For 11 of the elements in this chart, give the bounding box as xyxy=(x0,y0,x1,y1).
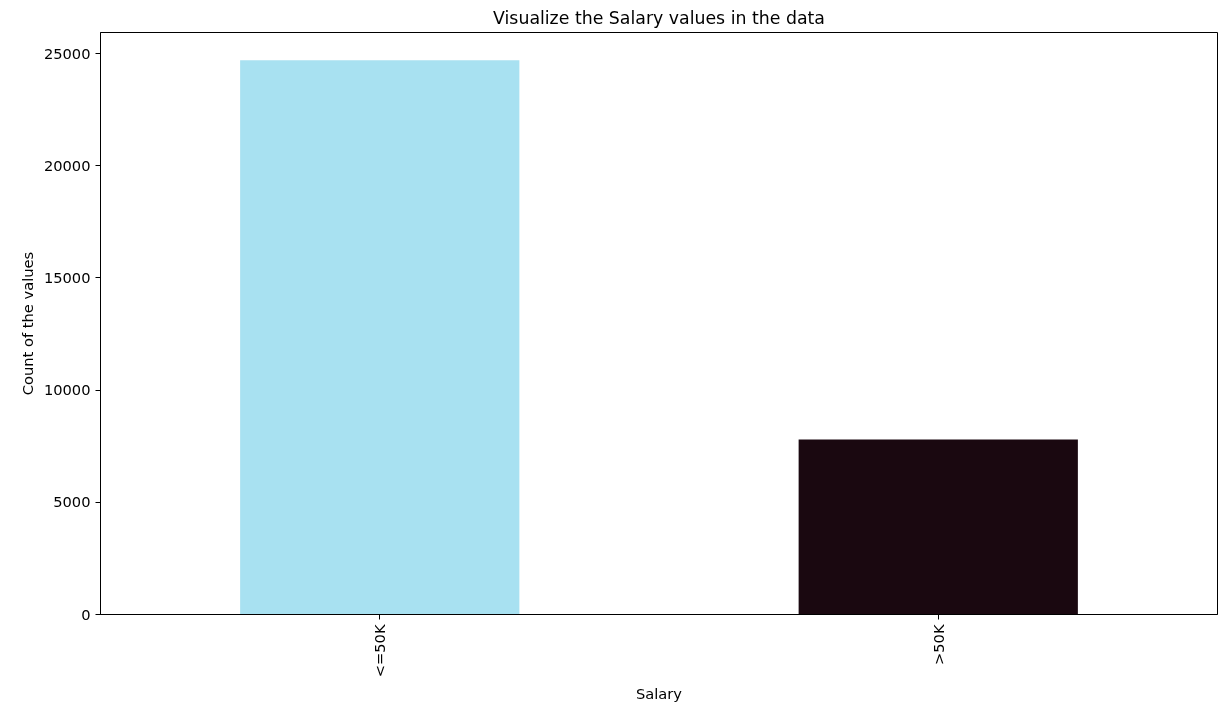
x-axis-title: Salary xyxy=(635,685,683,703)
chart-title: Visualize the Salary values in the data xyxy=(493,7,825,28)
x-tick-label: >50K xyxy=(929,624,947,666)
y-tick-label: 15000 xyxy=(43,268,91,286)
y-axis-title: Count of the values xyxy=(18,251,36,396)
y-tick-label: 5000 xyxy=(53,493,91,511)
y-tick-label: 0 xyxy=(81,605,91,623)
y-tick-label: 10000 xyxy=(43,381,91,399)
y-tick-label: 25000 xyxy=(43,44,91,62)
x-tick-label: <=50K xyxy=(371,624,389,678)
y-tick-label: 20000 xyxy=(43,156,91,174)
